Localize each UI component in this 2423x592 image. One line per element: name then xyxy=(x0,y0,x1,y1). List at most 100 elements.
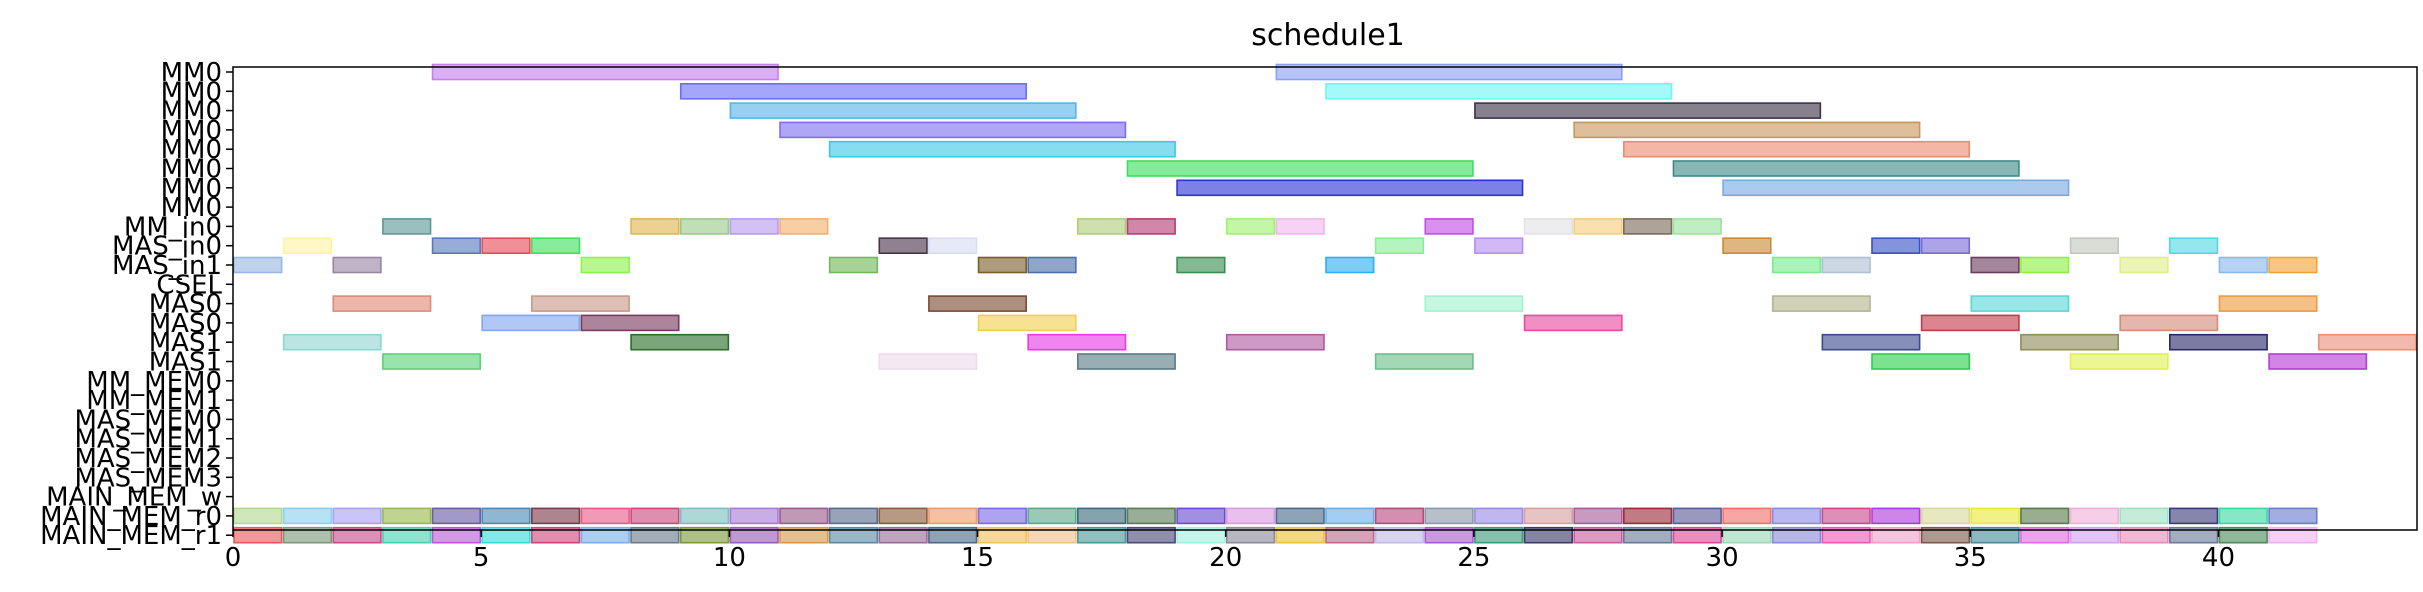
memory-slot-bar xyxy=(481,507,531,525)
schedule-bar xyxy=(2317,333,2417,351)
memory-slot-bar xyxy=(1474,526,1524,544)
row-label: MM0 xyxy=(161,77,222,107)
memory-slot-bar xyxy=(1970,507,2020,525)
memory-slot-bar xyxy=(1523,526,1573,544)
memory-slot-bar xyxy=(2268,526,2318,544)
schedule-bar xyxy=(1623,140,1971,158)
row-label: MAS1 xyxy=(149,348,222,378)
schedule-bar xyxy=(878,237,928,254)
memory-slot-bar xyxy=(828,526,879,544)
row-label: MAIN_MEM_r0 xyxy=(40,502,222,532)
schedule-bar xyxy=(2020,256,2070,274)
schedule-bar xyxy=(282,333,382,351)
row-label: MAS_in1 xyxy=(112,251,222,281)
row-label: MM0 xyxy=(161,97,222,127)
row-label: MAS_MEM0 xyxy=(74,405,222,435)
memory-slot-bar xyxy=(630,507,680,525)
schedule-bar xyxy=(531,237,581,254)
schedule-bar xyxy=(1325,83,1673,100)
memory-slot-bar xyxy=(729,526,779,544)
schedule-bar xyxy=(928,237,978,254)
x-ticks: 0 5 10 15 20 25 30 35 40 xyxy=(225,530,2235,573)
schedule-bar xyxy=(1573,121,1921,139)
schedule-bar xyxy=(1474,237,1524,254)
memory-slot-bar xyxy=(1374,526,1425,544)
schedule-bar xyxy=(580,314,680,332)
schedule-bar xyxy=(630,218,680,235)
schedule-bar xyxy=(1672,160,2020,177)
schedule-bar xyxy=(1077,353,1176,370)
x-tick-label: 40 xyxy=(2202,543,2235,573)
memory-slot-bar xyxy=(282,526,333,544)
memory-slot-bar xyxy=(878,526,928,544)
row-label: MAS0 xyxy=(149,290,222,320)
schedule-bar xyxy=(1126,160,1474,177)
x-tick-label: 30 xyxy=(1706,543,1739,573)
schedule-bar xyxy=(2069,237,2119,254)
schedule-bar xyxy=(431,63,779,81)
row-label: MM0 xyxy=(161,135,222,165)
schedule-bar xyxy=(977,314,1077,332)
memory-slot-bar xyxy=(2119,507,2169,525)
schedule-bar xyxy=(1722,237,1772,254)
memory-slot-bar xyxy=(282,507,333,525)
row-label: MAS_in0 xyxy=(112,232,222,262)
schedule-bar xyxy=(2020,333,2119,351)
row-label: MM0 xyxy=(161,193,222,223)
memory-slot-bar xyxy=(779,526,829,544)
schedule-bar xyxy=(2268,256,2318,274)
memory-slot-bar xyxy=(233,526,283,544)
row-label: MM0 xyxy=(161,116,222,146)
schedule-bar xyxy=(382,353,481,370)
memory-slot-bar xyxy=(679,507,730,525)
memory-slot-bar xyxy=(332,526,382,544)
memory-slot-bar xyxy=(1077,507,1127,525)
row-label: MAS0 xyxy=(149,309,222,339)
row-label: MM_MEM1 xyxy=(86,386,222,416)
schedule-bar xyxy=(1920,314,2020,332)
schedule-bar xyxy=(1474,102,1822,119)
memory-slot-bar xyxy=(1920,526,1971,544)
schedule-bar xyxy=(1821,256,1871,274)
x-tick-label: 15 xyxy=(961,543,994,573)
memory-slot-bar xyxy=(928,507,978,525)
schedule-bar xyxy=(2119,314,2219,332)
memory-slot-bar xyxy=(2169,507,2219,525)
memory-slot-bar xyxy=(1771,507,1822,525)
memory-slot-bar xyxy=(1623,507,1673,525)
memory-slot-bar xyxy=(1374,507,1425,525)
memory-slot-bar xyxy=(1176,526,1226,544)
x-tick-label: 10 xyxy=(713,543,746,573)
schedule-bar xyxy=(1176,179,1524,197)
row-label: MAIN_MEM_r1 xyxy=(40,521,222,551)
memory-slot-bar xyxy=(1573,526,1623,544)
memory-slot-bar xyxy=(2218,526,2268,544)
schedule-bar xyxy=(1523,218,1573,235)
schedule-bar xyxy=(1771,295,1871,312)
schedule-bar xyxy=(531,295,630,312)
schedule-bar xyxy=(1970,256,2020,274)
memory-slot-bar xyxy=(1474,507,1524,525)
schedule-bar xyxy=(1077,218,1127,235)
memory-slot-bar xyxy=(580,526,630,544)
memory-slot-bar xyxy=(1871,507,1921,525)
memory-slot-bar xyxy=(2069,526,2119,544)
schedule-bar xyxy=(1424,218,1474,235)
row-label: CSEL xyxy=(156,270,222,300)
memory-slot-bar xyxy=(1821,526,1871,544)
row-label: MAS_MEM2 xyxy=(74,444,222,474)
schedule-bar xyxy=(828,140,1176,158)
schedule-bar xyxy=(977,256,1027,274)
memory-slot-bar xyxy=(878,507,928,525)
row-labels: MM0MM0MM0MM0MM0MM0MM0MM0MM_in0MAS_in0MAS… xyxy=(40,58,233,551)
schedule-bar xyxy=(779,218,829,235)
schedule-bar xyxy=(1275,218,1325,235)
memory-slot-bar xyxy=(1623,526,1673,544)
memory-slot-bar xyxy=(1176,507,1226,525)
schedule-bar xyxy=(1722,179,2070,197)
schedule-bar xyxy=(1027,256,1077,274)
row-label: MM0 xyxy=(161,58,222,88)
memory-slot-bar xyxy=(2119,526,2169,544)
memory-slot-bar xyxy=(779,507,829,525)
